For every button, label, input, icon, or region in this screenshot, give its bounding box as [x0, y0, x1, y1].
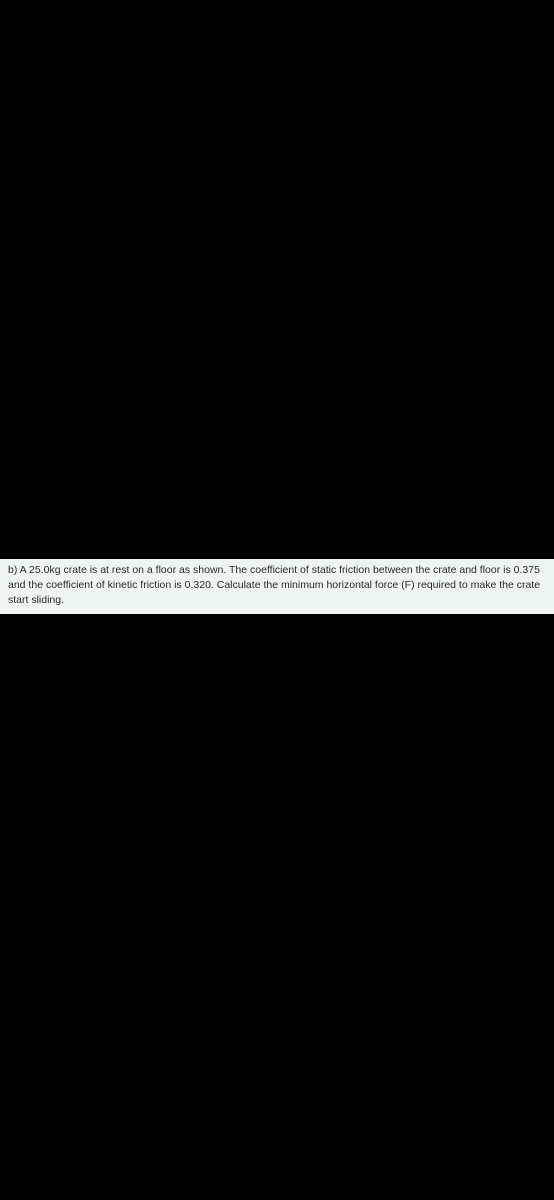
problem-text: b) A 25.0kg crate is at rest on a floor …: [8, 564, 540, 606]
problem-text-block: b) A 25.0kg crate is at rest on a floor …: [0, 559, 554, 614]
